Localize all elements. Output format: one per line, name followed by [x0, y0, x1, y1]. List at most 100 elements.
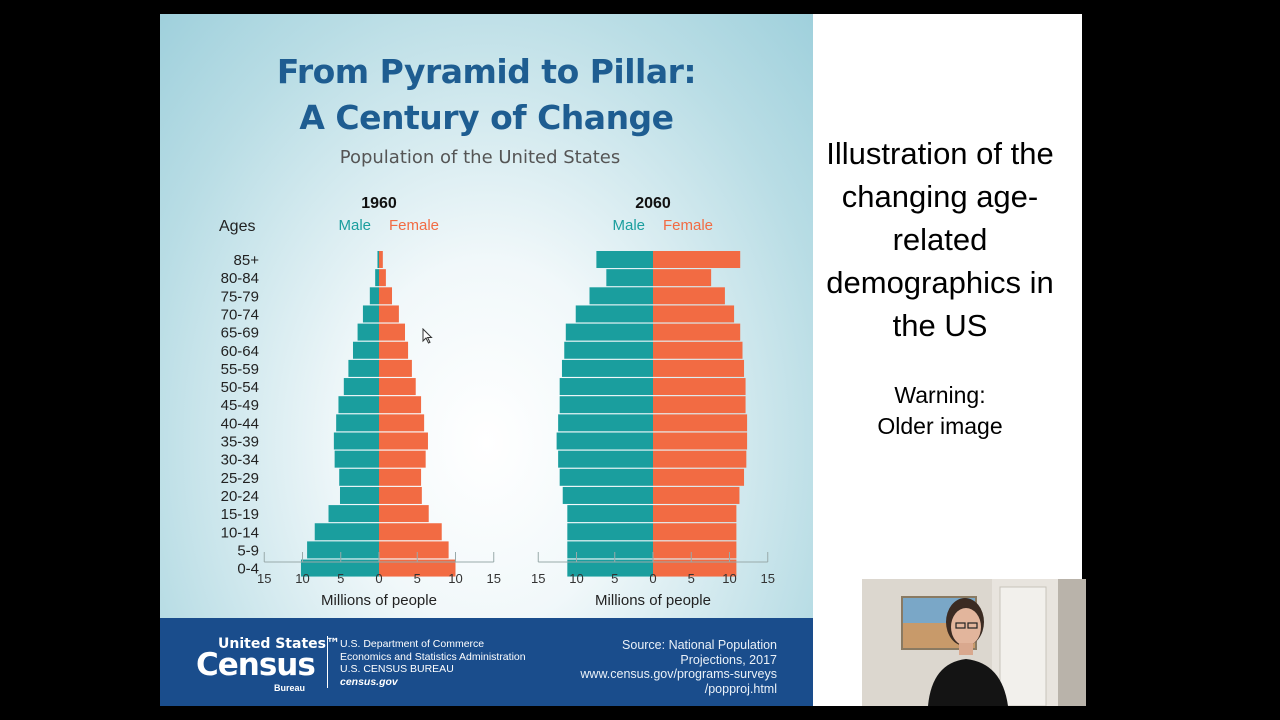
female-legend-label: Female [663, 217, 713, 234]
x-tick-label: 10 [448, 571, 462, 586]
bar-2060-male-40-44 [558, 414, 653, 432]
bar-2060-female-30-34 [653, 450, 747, 468]
bar-2060-male-85+ [596, 251, 653, 268]
bar-1960-female-55-59 [379, 359, 412, 377]
x-tick-label: 5 [688, 571, 695, 586]
bar-2060-female-0-4 [653, 559, 737, 577]
source-citation: Source: National Population Projections,… [580, 638, 777, 696]
bar-2060-female-70-74 [653, 305, 735, 323]
bar-1960-female-20-24 [379, 486, 422, 504]
census-bureau-logo: United States™ Census Bureau [196, 636, 340, 693]
bar-1960-male-5-9 [307, 541, 379, 559]
bar-2060-male-60-64 [564, 341, 653, 359]
bar-1960-female-10-14 [379, 523, 442, 541]
bar-2060-female-35-39 [653, 432, 748, 450]
male-legend-label: Male [338, 217, 371, 234]
source-line2: Projections, 2017 [680, 652, 777, 667]
bar-2060-male-20-24 [562, 486, 653, 504]
bar-1960-female-25-29 [379, 468, 422, 486]
age-label-75-79: 75-79 [221, 288, 259, 305]
age-label-70-74: 70-74 [221, 306, 259, 323]
bar-1960-male-70-74 [362, 305, 379, 323]
bar-1960-male-20-24 [339, 486, 379, 504]
x-tick-label: 10 [295, 571, 309, 586]
age-label-10-14: 10-14 [221, 524, 259, 541]
female-legend-label: Female [389, 217, 439, 234]
census-infographic: From Pyramid to Pillar: A Century of Cha… [160, 14, 813, 706]
presenter-webcam-video [862, 579, 1086, 706]
age-label-50-54: 50-54 [221, 379, 259, 396]
x-tick-label: 10 [569, 571, 583, 586]
bar-1960-male-30-34 [334, 450, 379, 468]
bar-1960-male-55-59 [348, 359, 379, 377]
bar-2060-male-35-39 [556, 432, 653, 450]
slide: From Pyramid to Pillar: A Century of Cha… [160, 14, 1082, 706]
bar-2060-male-50-54 [559, 378, 653, 396]
slide-description: Illustration of the changing age-related… [826, 136, 1054, 343]
x-tick-label: 15 [487, 571, 501, 586]
bar-1960-male-40-44 [336, 414, 379, 432]
bar-1960-female-45-49 [379, 396, 422, 414]
bar-2060-female-5-9 [653, 541, 737, 559]
bar-1960-male-35-39 [333, 432, 379, 450]
department-info: U.S. Department of Commerce Economics an… [340, 638, 526, 688]
bar-1960-female-75-79 [379, 287, 393, 305]
x-tick-label: 0 [375, 571, 382, 586]
x-tick-label: 10 [722, 571, 736, 586]
bar-1960-female-70-74 [379, 305, 399, 323]
pyramid-year-2060: 2060 [635, 195, 671, 212]
dept-line1: U.S. Department of Commerce [340, 638, 485, 650]
source-line3: www.census.gov/programs-surveys [580, 667, 777, 681]
bar-1960-female-85+ [379, 251, 383, 268]
bar-2060-female-40-44 [653, 414, 748, 432]
bar-2060-male-70-74 [575, 305, 653, 323]
age-label-25-29: 25-29 [221, 470, 259, 487]
bar-2060-male-15-19 [567, 505, 653, 523]
bar-2060-female-20-24 [653, 486, 740, 504]
footer-banner: United States™ Census Bureau U.S. Depart… [160, 618, 813, 706]
logo-bureau-text: Bureau [274, 683, 306, 693]
bar-1960-male-85+ [377, 251, 379, 268]
bar-1960-female-30-34 [379, 450, 426, 468]
bar-2060-male-25-29 [559, 468, 653, 486]
age-label-30-34: 30-34 [221, 452, 259, 469]
bar-2060-female-50-54 [653, 378, 746, 396]
bar-2060-male-45-49 [559, 396, 653, 414]
bar-1960-male-75-79 [369, 287, 379, 305]
x-tick-label: 5 [611, 571, 618, 586]
bar-1960-male-65-69 [357, 323, 379, 341]
x-axis-label-1960: Millions of people [321, 592, 437, 609]
x-tick-label: 15 [531, 571, 545, 586]
bar-2060-female-65-69 [653, 323, 741, 341]
bar-1960-female-5-9 [379, 541, 449, 559]
source-line1: Source: National Population [622, 638, 777, 652]
bar-2060-male-0-4 [567, 559, 653, 577]
age-label-15-19: 15-19 [221, 506, 259, 523]
bar-1960-male-0-4 [300, 559, 379, 577]
slide-warning: Warning: Older image [820, 380, 1060, 442]
bar-1960-male-10-14 [314, 523, 379, 541]
bar-2060-female-85+ [653, 251, 741, 268]
bar-1960-female-60-64 [379, 341, 409, 359]
infographic-title-line2: A Century of Change [299, 98, 674, 137]
bar-2060-male-65-69 [565, 323, 653, 341]
bar-1960-female-40-44 [379, 414, 425, 432]
age-label-65-69: 65-69 [221, 325, 259, 342]
source-line4: /popproj.html [704, 681, 777, 696]
age-label-5-9: 5-9 [237, 542, 259, 559]
ages-label: Ages [219, 218, 255, 235]
bar-1960-male-45-49 [338, 396, 379, 414]
dept-line2: Economics and Statistics Administration [340, 650, 526, 663]
age-label-0-4: 0-4 [237, 561, 259, 578]
bar-2060-female-80-84 [653, 269, 712, 287]
dept-website: census.gov [340, 675, 398, 688]
bar-1960-female-0-4 [379, 559, 456, 577]
logo-united-states-text: United States™ [218, 636, 340, 652]
bar-2060-female-60-64 [653, 341, 743, 359]
bar-2060-female-25-29 [653, 468, 745, 486]
warning-line1: Warning: [894, 382, 986, 408]
age-label-55-59: 55-59 [221, 361, 259, 378]
bar-1960-female-65-69 [379, 323, 406, 341]
age-label-85+: 85+ [234, 252, 260, 269]
bar-2060-female-55-59 [653, 359, 745, 377]
